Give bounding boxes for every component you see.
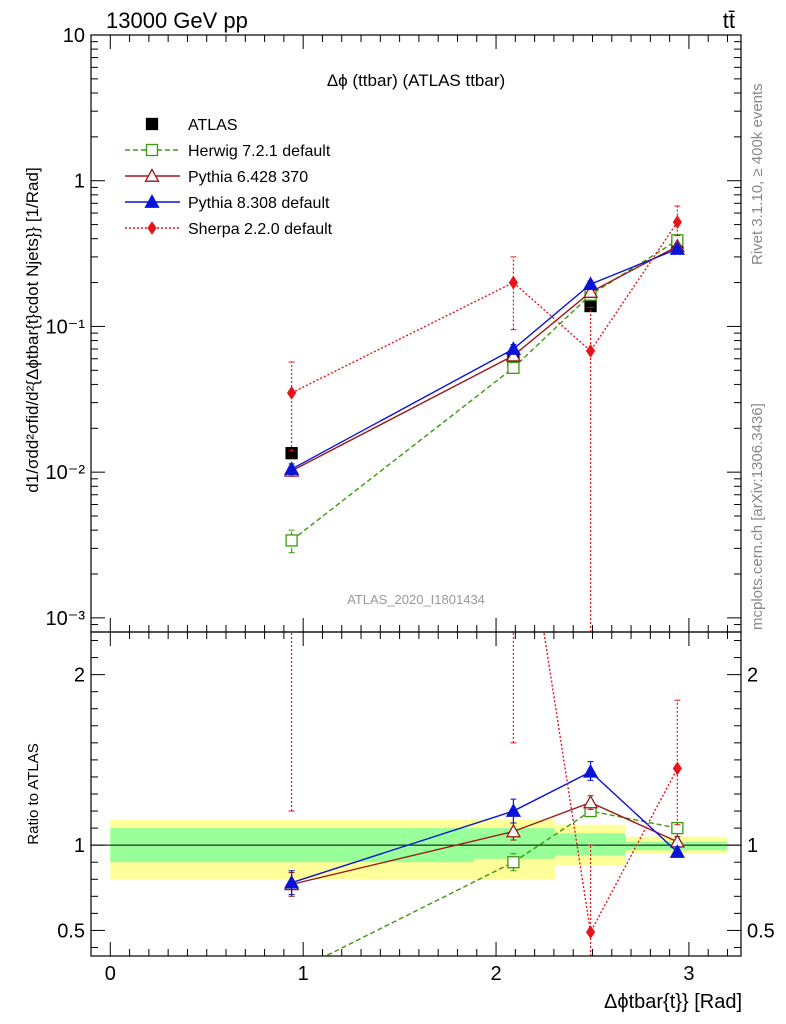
main-y-axis-label: d1/σdd²σfid/d²{Δϕtbar{t}cdot Njets}} [1/… — [23, 167, 42, 492]
ratio-plot-frame — [90, 631, 742, 957]
legend-marker — [144, 194, 160, 208]
main-series-4 — [286, 205, 682, 632]
ratio-data-point — [582, 763, 599, 778]
ratio-series-line — [291, 801, 678, 886]
legend-label: ATLAS — [188, 117, 238, 134]
main-data-point — [582, 284, 599, 298]
legend-item: Pythia 6.428 370 — [125, 168, 308, 186]
main-y-tick-label: 1 — [74, 171, 85, 193]
main-series-1 — [285, 234, 684, 554]
x-tick-label: 0 — [105, 963, 116, 985]
ratio-series-line — [324, 810, 678, 956]
plot-title: Δϕ (ttbar) (ATLAS ttbar) — [327, 71, 505, 90]
ratio-data-point — [505, 803, 522, 817]
x-tick-label: 1 — [298, 963, 309, 985]
main-series-line — [291, 248, 678, 470]
main-data-point — [582, 276, 599, 291]
ratio-series-2 — [283, 761, 685, 896]
watermark: ATLAS_2020_I1801434 — [347, 592, 485, 607]
ratio-plot-panel: 0.5 0.5 1 1 2 2 0 1 2 3 Ratio to ATLAS Δϕtbar{t}}… — [25, 631, 775, 1013]
main-data-point — [505, 347, 522, 362]
legend-item: Pythia 8.308 default — [125, 194, 330, 212]
ratio-data-point — [671, 821, 684, 835]
legend-item: Sherpa 2.2.0 default — [125, 221, 333, 238]
ratio-y-axis-label: Ratio to ATLAS — [25, 743, 42, 844]
main-data-point — [285, 447, 298, 460]
rivet-label: Rivet 3.1.10, ≥ 400k events — [749, 83, 766, 265]
process-label: tt̄ — [723, 8, 735, 33]
energy-label: 13000 GeV pp — [106, 8, 248, 33]
main-series-group — [283, 205, 685, 632]
ratio-series-line — [291, 770, 678, 884]
legend-marker — [144, 168, 160, 182]
main-series-3 — [283, 241, 685, 476]
main-data-point — [584, 299, 597, 313]
main-data-point — [283, 461, 300, 475]
main-series-line — [291, 245, 678, 472]
ratio-y-tick-label: 1 — [74, 835, 85, 857]
main-y-tick-label: 10⁻¹ — [46, 316, 86, 338]
x-tick-label: 3 — [683, 963, 694, 985]
ratio-data-point — [507, 856, 520, 869]
mcplots-label: mcplots.cern.ch [arXiv:1306.3436] — [749, 403, 766, 630]
ratio-data-point — [669, 844, 685, 858]
main-data-point — [507, 361, 520, 374]
legend-label: Pythia 6.428 370 — [188, 169, 308, 186]
ratio-data-point — [585, 925, 596, 940]
ratio-y-tick-label: 1 — [747, 835, 758, 857]
main-data-point — [285, 534, 298, 547]
ratio-y-tick-label: 2 — [747, 665, 758, 687]
main-y-tick-label: 10⁻³ — [46, 608, 86, 630]
main-data-point — [508, 275, 519, 290]
ratio-y-tick-label: 0.5 — [747, 920, 775, 942]
legend-marker — [147, 221, 157, 235]
ratio-data-point — [505, 823, 522, 838]
main-y-tick-label: 10⁻² — [46, 462, 86, 484]
x-tick-label: 2 — [490, 963, 501, 985]
legend-label: Pythia 8.308 default — [188, 195, 330, 212]
legend-item: ATLAS — [145, 117, 238, 134]
main-series-line — [291, 221, 678, 394]
main-y-tick-label: 10 — [63, 25, 85, 47]
legend-label: Herwig 7.2.1 default — [188, 143, 331, 160]
main-data-point — [669, 241, 685, 255]
stat-uncertainty-band — [554, 833, 626, 856]
main-series-line — [291, 239, 678, 541]
legend-label: Sherpa 2.2.0 default — [188, 221, 333, 238]
ratio-y-tick-label: 2 — [74, 665, 85, 687]
ratio-series-3 — [288, 632, 682, 956]
main-data-point — [585, 343, 596, 358]
main-plot-panel: Δϕ (ttbar) (ATLAS ttbar) ATLAS_2020_I180… — [23, 25, 742, 633]
ratio-data-point — [672, 761, 682, 776]
ratio-data-point — [582, 794, 599, 809]
main-data-point — [505, 341, 522, 355]
main-data-point — [286, 385, 297, 400]
ratio-data-point — [283, 874, 300, 889]
x-axis-label: Δϕtbar{t}} [Rad] — [604, 991, 742, 1013]
legend-marker — [145, 117, 159, 131]
legend-item: Herwig 7.2.1 default — [125, 143, 331, 160]
legend: ATLAS Herwig 7.2.1 default Pythia 6.428 37… — [125, 117, 333, 238]
legend-marker — [145, 143, 159, 157]
ratio-y-tick-label: 0.5 — [57, 920, 85, 942]
main-data-point — [672, 215, 682, 230]
